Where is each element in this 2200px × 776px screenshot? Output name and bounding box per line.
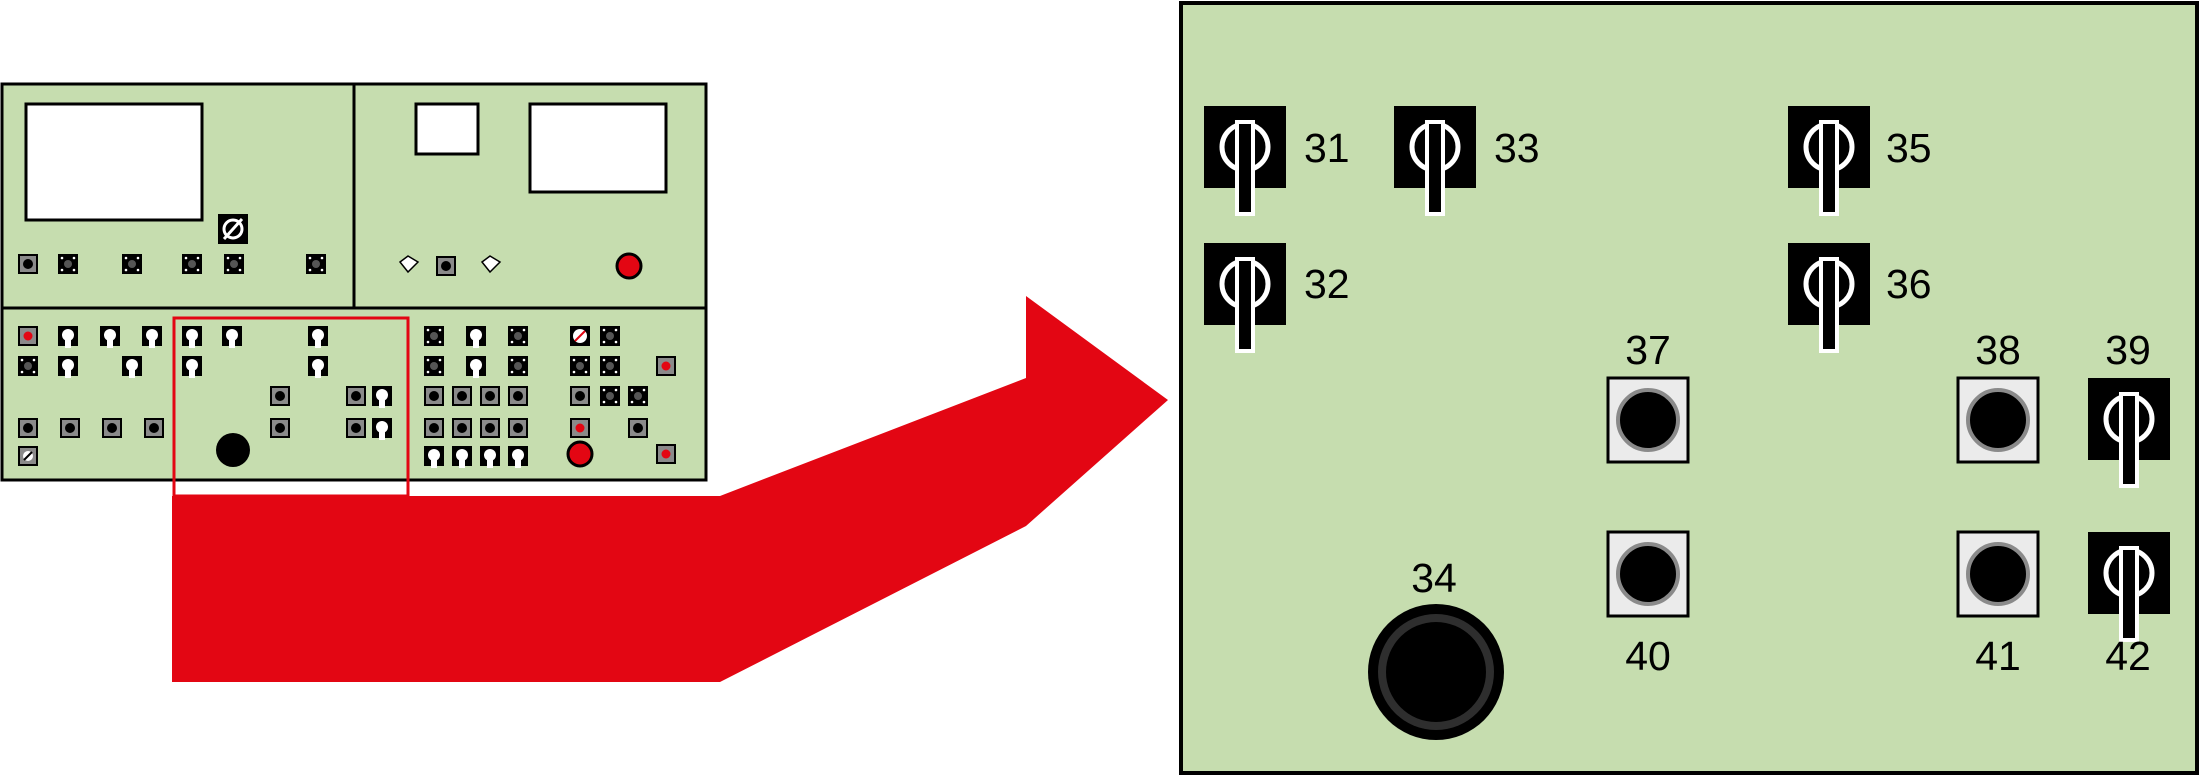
overview-large-button [216, 433, 250, 467]
label-42: 42 [2105, 633, 2151, 679]
overview-main-screen [24, 102, 204, 222]
overview-button [628, 418, 648, 438]
overview-red-button [615, 252, 643, 280]
overview-button [508, 326, 528, 346]
overview-button [306, 254, 326, 274]
overview-button [628, 386, 648, 406]
large-button-34[interactable] [1368, 604, 1504, 740]
overview-button [452, 418, 472, 438]
overview-button [508, 418, 528, 438]
overview-button [144, 418, 164, 438]
overview-switch [424, 446, 444, 468]
overview-button [346, 418, 366, 438]
overview-button [452, 386, 472, 406]
overview-button [424, 326, 444, 346]
overview-key-switch-icon [570, 326, 590, 346]
overview-button [182, 254, 202, 274]
overview-switch [480, 446, 500, 468]
label-34: 34 [1411, 555, 1457, 601]
detail-panel: 31 32 33 34 35 36 37 38 39 40 41 42 [1179, 1, 2199, 775]
overview-button [600, 356, 620, 376]
overview-small-key-icon [18, 446, 38, 466]
label-33: 33 [1494, 125, 1540, 171]
overview-switch [508, 446, 528, 468]
overview-button [270, 386, 290, 406]
overview-button [18, 254, 38, 274]
push-button-40[interactable] [1606, 530, 1690, 618]
overview-button [508, 356, 528, 376]
overview-button [424, 386, 444, 406]
overview-switch [58, 356, 78, 378]
overview-button [224, 254, 244, 274]
overview-button [60, 418, 80, 438]
label-31: 31 [1304, 125, 1350, 171]
overview-small-display [414, 102, 480, 156]
push-button-37[interactable] [1606, 376, 1690, 464]
label-37: 37 [1625, 327, 1671, 373]
highlight-arrow-icon [172, 296, 1168, 682]
overview-switch [58, 326, 78, 348]
overview-switch [372, 418, 392, 440]
overview-button [600, 326, 620, 346]
overview-button [570, 356, 590, 376]
overview-button [270, 418, 290, 438]
highlight-region-frame [172, 316, 410, 498]
overview-button [656, 356, 676, 376]
overview-switch [466, 356, 486, 378]
label-39: 39 [2105, 327, 2151, 373]
overview-panel [0, 82, 708, 482]
overview-red-button [566, 440, 594, 468]
overview-button [656, 444, 676, 464]
label-40: 40 [1625, 633, 1671, 679]
label-41: 41 [1975, 633, 2021, 679]
label-36: 36 [1886, 261, 1932, 307]
overview-button [480, 418, 500, 438]
overview-button [436, 256, 456, 276]
overview-button [570, 418, 590, 438]
overview-jog-left-icon [398, 255, 420, 274]
overview-switch [372, 386, 392, 408]
overview-switch [142, 326, 162, 348]
overview-switch [100, 326, 120, 348]
overview-switch [122, 356, 142, 378]
overview-button [18, 326, 38, 346]
overview-switch [308, 326, 328, 348]
push-button-41[interactable] [1956, 530, 2040, 618]
overview-switch [308, 356, 328, 378]
overview-button [122, 254, 142, 274]
overview-button [600, 386, 620, 406]
overview-button [424, 356, 444, 376]
label-35: 35 [1886, 125, 1932, 171]
overview-button [18, 418, 38, 438]
overview-button [480, 386, 500, 406]
overview-button [424, 418, 444, 438]
overview-jog-right-icon [480, 255, 502, 274]
label-32: 32 [1304, 261, 1350, 307]
overview-button [18, 356, 38, 376]
overview-button [58, 254, 78, 274]
overview-button [346, 386, 366, 406]
overview-button [508, 386, 528, 406]
overview-switch [222, 326, 242, 348]
label-38: 38 [1975, 327, 2021, 373]
overview-button [570, 386, 590, 406]
overview-switch [466, 326, 486, 348]
overview-secondary-screen [528, 102, 668, 194]
overview-switch [182, 356, 202, 378]
push-button-38[interactable] [1956, 376, 2040, 464]
overview-diameter-key-icon [218, 214, 248, 244]
overview-button [102, 418, 122, 438]
overview-switch [182, 326, 202, 348]
overview-switch [452, 446, 472, 468]
